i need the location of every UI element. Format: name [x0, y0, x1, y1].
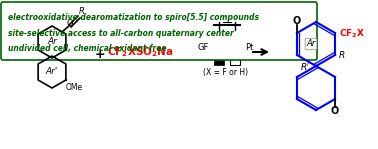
Bar	[230, 30, 240, 65]
Text: $R'$: $R'$	[301, 60, 311, 72]
Text: Ar': Ar'	[46, 67, 58, 76]
Text: R: R	[339, 51, 345, 59]
Text: GF: GF	[198, 44, 209, 52]
Text: O: O	[293, 16, 301, 26]
Text: R: R	[79, 7, 85, 17]
Text: (X = F or H): (X = F or H)	[203, 67, 249, 76]
Text: O: O	[331, 106, 339, 116]
Text: Ar: Ar	[307, 39, 316, 49]
Text: +: +	[94, 49, 105, 62]
FancyBboxPatch shape	[1, 2, 317, 60]
Text: Pt: Pt	[245, 44, 253, 52]
Text: OMe: OMe	[66, 83, 83, 91]
Text: Ar: Ar	[47, 38, 57, 46]
Text: undivided cell, chemical oxidant free: undivided cell, chemical oxidant free	[8, 44, 166, 52]
Text: electrooxidative dearomatization to spiro[5.5] compounds: electrooxidative dearomatization to spir…	[8, 14, 259, 22]
Text: O: O	[67, 20, 73, 28]
Bar	[214, 30, 224, 65]
Text: $\mathbf{CF_2X}$: $\mathbf{CF_2X}$	[339, 28, 365, 40]
Text: $\mathbf{CF_2XSO_2Na}$: $\mathbf{CF_2XSO_2Na}$	[107, 45, 174, 59]
Text: site-selective access to all-carbon quaternary center: site-selective access to all-carbon quat…	[8, 28, 234, 38]
